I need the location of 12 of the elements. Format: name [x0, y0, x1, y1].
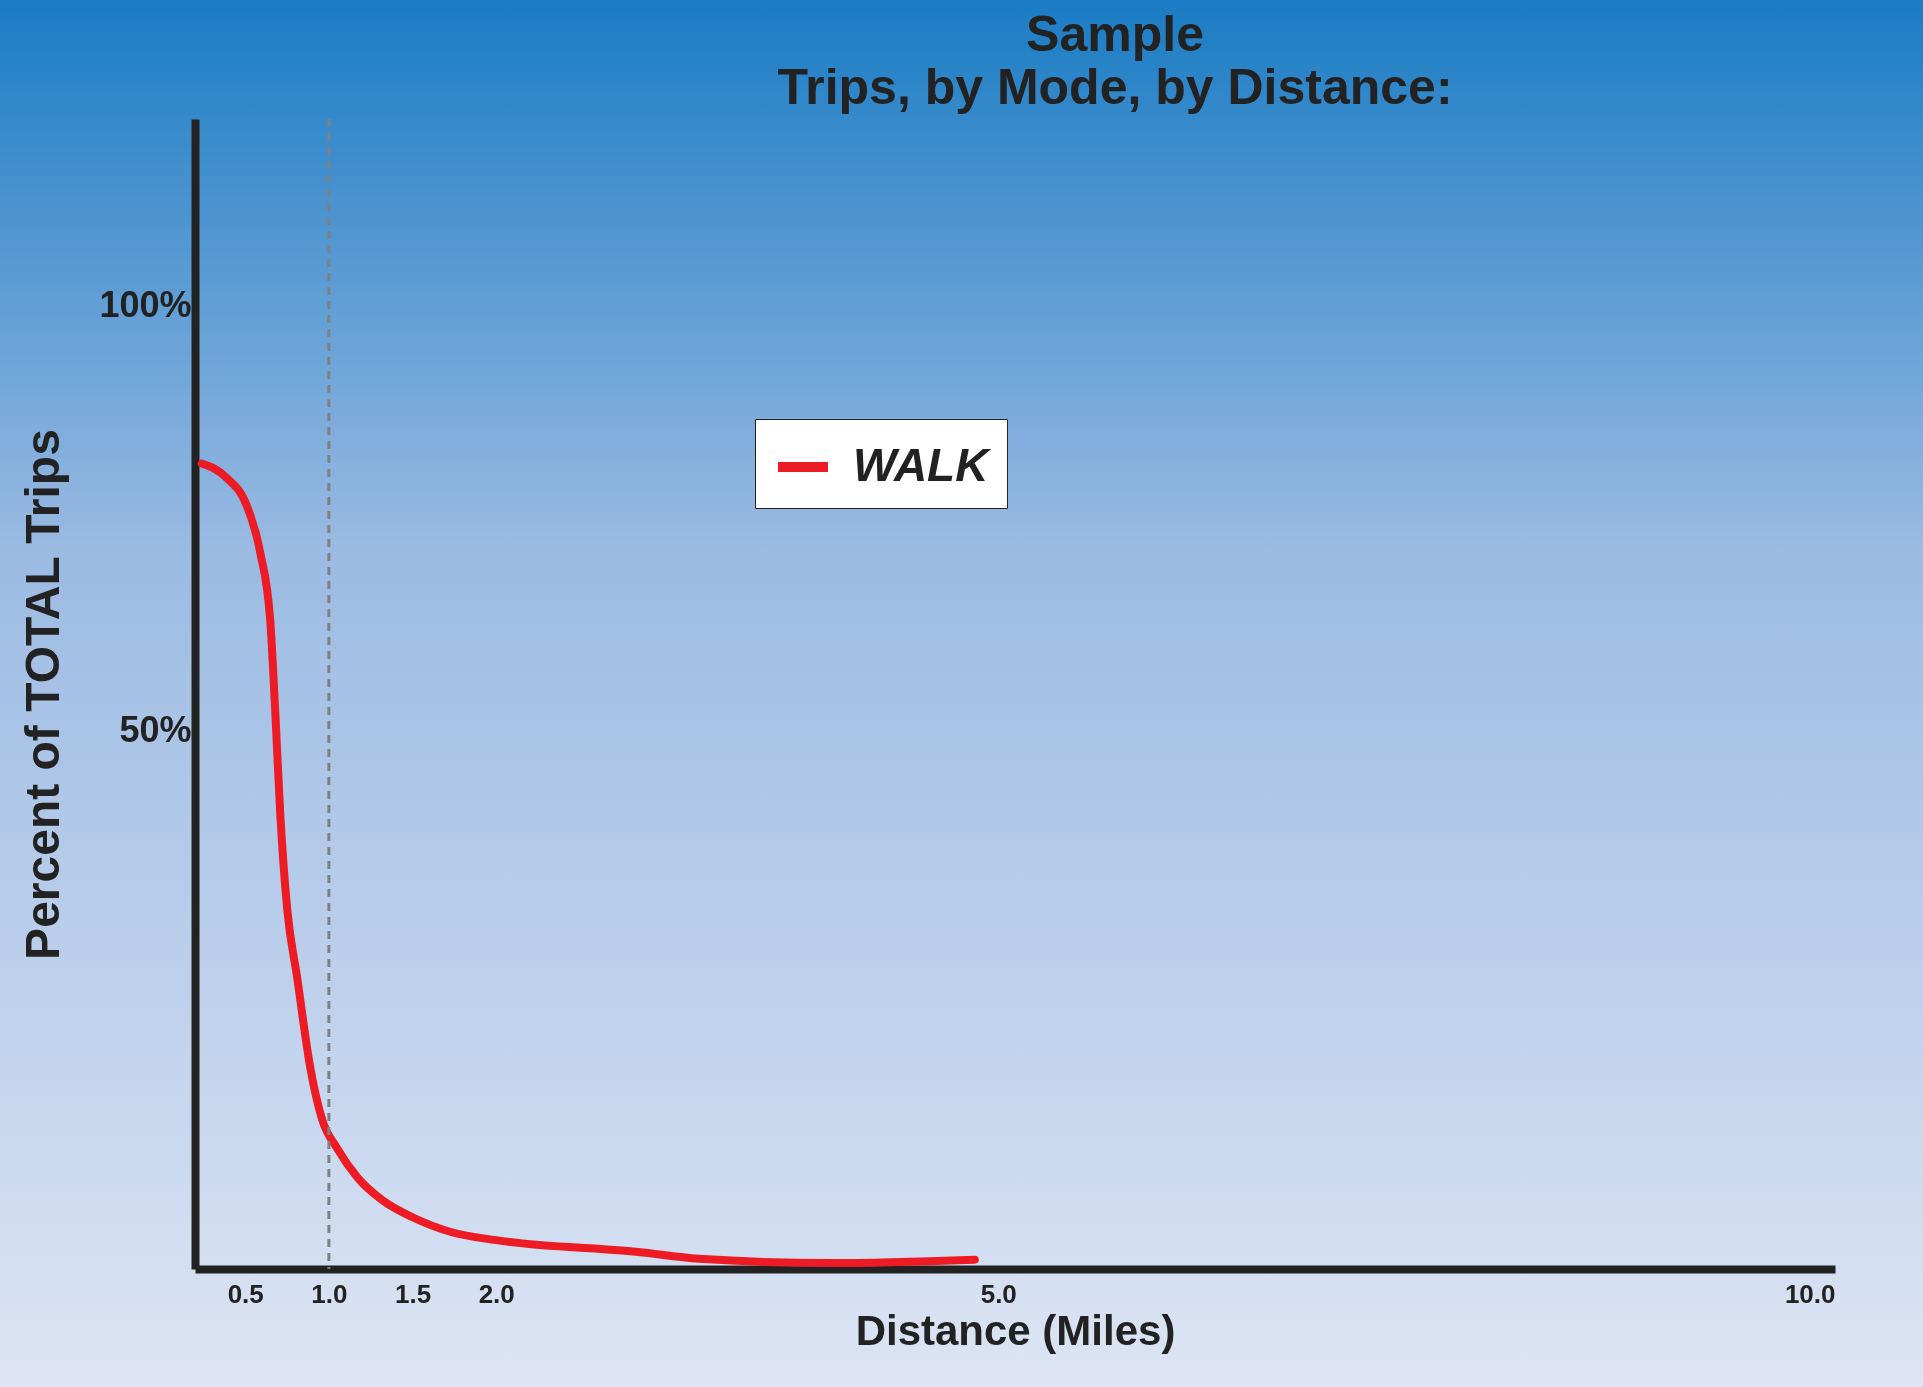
y-tick-label: 100% — [99, 284, 192, 326]
x-tick-label: 0.5 — [227, 1278, 264, 1309]
chart-title: Sample — [1026, 5, 1204, 62]
x-axis-title: Distance (Miles) — [855, 1306, 1176, 1354]
x-tick-label: 10.0 — [1784, 1278, 1836, 1309]
x-tick-label: 1.5 — [394, 1278, 432, 1309]
x-tick-label: 5.0 — [980, 1278, 1017, 1309]
legend-label: WALK — [853, 439, 992, 491]
y-axis-title: Percent of TOTAL Trips — [16, 429, 70, 960]
x-tick-label: 2.0 — [478, 1278, 515, 1309]
y-tick-label: 50% — [119, 708, 192, 750]
x-tick-label: 1.0 — [311, 1278, 348, 1309]
